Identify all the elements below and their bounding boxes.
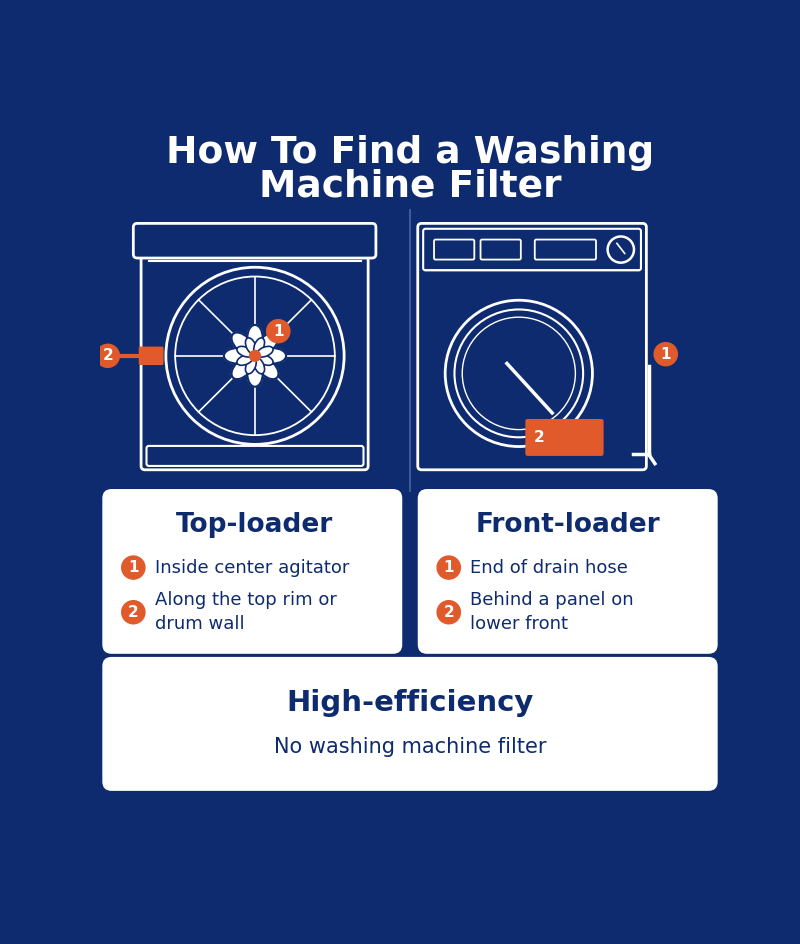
FancyBboxPatch shape: [418, 489, 718, 654]
FancyBboxPatch shape: [534, 240, 596, 260]
Text: 2: 2: [102, 348, 113, 363]
Text: Top-loader: Top-loader: [176, 513, 334, 538]
Ellipse shape: [254, 358, 265, 374]
Text: Inside center agitator: Inside center agitator: [155, 559, 350, 577]
Text: 1: 1: [128, 560, 138, 575]
Text: End of drain hose: End of drain hose: [470, 559, 628, 577]
Ellipse shape: [257, 332, 278, 354]
Circle shape: [266, 320, 290, 343]
Ellipse shape: [231, 358, 253, 379]
Text: Along the top rim or
drum wall: Along the top rim or drum wall: [155, 592, 337, 633]
Ellipse shape: [257, 355, 273, 365]
Ellipse shape: [231, 332, 253, 354]
FancyBboxPatch shape: [102, 489, 402, 654]
Ellipse shape: [260, 348, 286, 363]
Circle shape: [122, 556, 145, 579]
Text: 2: 2: [443, 605, 454, 620]
Text: High-efficiency: High-efficiency: [286, 689, 534, 717]
Ellipse shape: [237, 346, 253, 357]
FancyBboxPatch shape: [134, 224, 376, 258]
Text: How To Find a Washing: How To Find a Washing: [166, 135, 654, 171]
Ellipse shape: [257, 346, 273, 357]
Ellipse shape: [246, 358, 256, 374]
Ellipse shape: [247, 361, 262, 387]
Circle shape: [437, 556, 460, 579]
Text: Behind a panel on
lower front: Behind a panel on lower front: [470, 592, 634, 633]
Circle shape: [437, 600, 460, 624]
Circle shape: [654, 343, 678, 365]
Ellipse shape: [254, 338, 265, 354]
Ellipse shape: [224, 348, 250, 363]
Ellipse shape: [257, 358, 278, 379]
Ellipse shape: [246, 338, 256, 354]
FancyBboxPatch shape: [481, 240, 521, 260]
Text: 2: 2: [534, 430, 545, 445]
FancyBboxPatch shape: [141, 239, 368, 470]
Text: 1: 1: [273, 324, 283, 339]
Text: 2: 2: [128, 605, 138, 620]
Circle shape: [528, 426, 551, 449]
FancyBboxPatch shape: [146, 446, 363, 466]
Circle shape: [250, 350, 261, 362]
Text: 1: 1: [443, 560, 454, 575]
FancyBboxPatch shape: [434, 240, 474, 260]
Text: No washing machine filter: No washing machine filter: [274, 737, 546, 757]
Text: Front-loader: Front-loader: [475, 513, 660, 538]
Circle shape: [122, 600, 145, 624]
Circle shape: [96, 345, 119, 367]
FancyBboxPatch shape: [418, 224, 646, 470]
Ellipse shape: [237, 355, 253, 365]
Ellipse shape: [247, 325, 262, 351]
Text: 1: 1: [661, 346, 671, 362]
FancyBboxPatch shape: [423, 228, 641, 270]
FancyBboxPatch shape: [138, 346, 163, 365]
Text: Machine Filter: Machine Filter: [258, 168, 562, 205]
FancyBboxPatch shape: [526, 419, 603, 456]
FancyBboxPatch shape: [102, 657, 718, 791]
